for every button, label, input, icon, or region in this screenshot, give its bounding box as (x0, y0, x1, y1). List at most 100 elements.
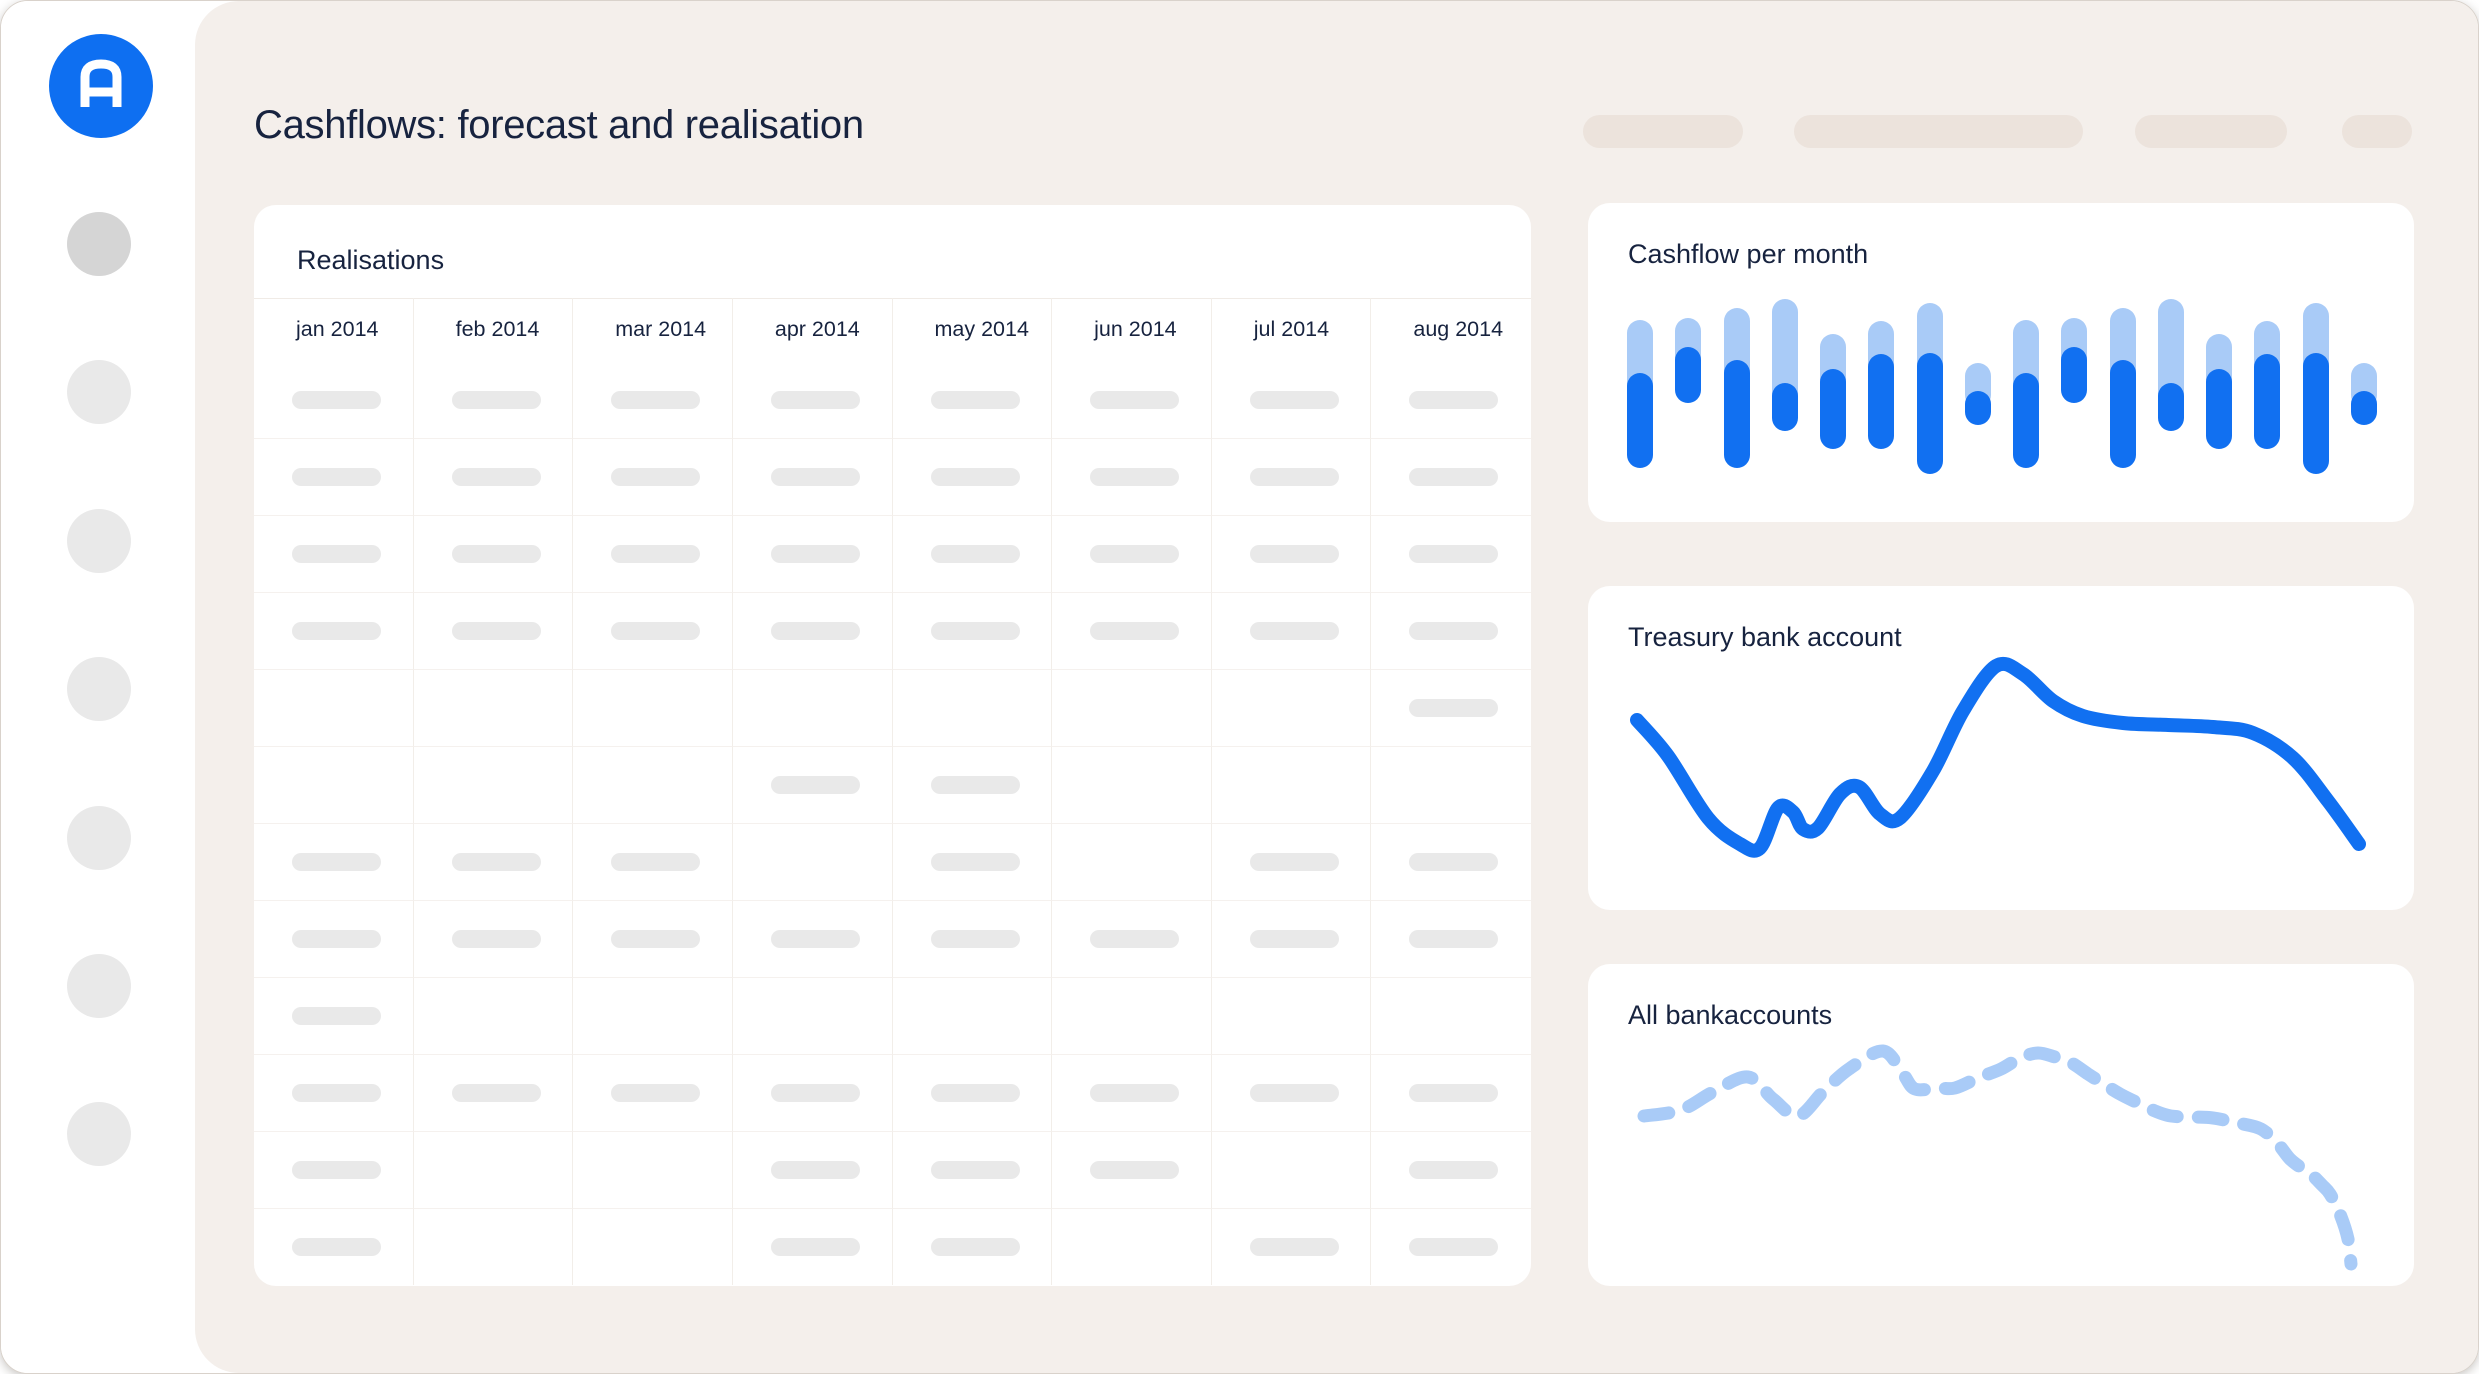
table-cell[interactable] (732, 515, 893, 592)
table-cell[interactable] (1211, 746, 1372, 823)
table-cell[interactable] (1371, 1208, 1531, 1285)
table-cell[interactable] (254, 438, 414, 515)
table-cell[interactable] (892, 592, 1053, 669)
table-cell[interactable] (254, 900, 414, 977)
table-cell[interactable] (732, 1131, 893, 1208)
table-cell[interactable] (732, 900, 893, 977)
toolbar-pill-4[interactable] (2342, 115, 2412, 148)
table-cell[interactable] (254, 977, 414, 1054)
table-cell[interactable] (732, 1054, 893, 1131)
table-cell[interactable] (1211, 823, 1372, 900)
table-cell[interactable] (1211, 669, 1372, 746)
sidebar-nav-item-3[interactable] (67, 508, 131, 573)
table-cell[interactable] (1052, 438, 1212, 515)
table-cell[interactable] (892, 515, 1053, 592)
app-logo[interactable] (49, 34, 153, 138)
table-cell[interactable] (1211, 1131, 1372, 1208)
table-cell[interactable] (413, 977, 574, 1054)
table-cell[interactable] (573, 1054, 733, 1131)
table-cell[interactable] (254, 592, 414, 669)
toolbar-pill-1[interactable] (1583, 115, 1743, 148)
table-cell[interactable] (732, 438, 893, 515)
table-cell[interactable] (1211, 515, 1372, 592)
table-cell[interactable] (892, 1131, 1053, 1208)
toolbar-pill-2[interactable] (1794, 115, 2083, 148)
table-cell[interactable] (413, 669, 574, 746)
table-cell[interactable] (892, 900, 1053, 977)
table-cell[interactable] (1052, 977, 1212, 1054)
table-cell[interactable] (1052, 592, 1212, 669)
table-cell[interactable] (892, 1054, 1053, 1131)
table-cell[interactable] (892, 746, 1053, 823)
table-cell[interactable] (254, 361, 414, 438)
table-cell[interactable] (573, 438, 733, 515)
table-cell[interactable] (1211, 977, 1372, 1054)
table-cell[interactable] (413, 438, 574, 515)
table-cell[interactable] (1371, 438, 1531, 515)
table-cell[interactable] (573, 977, 733, 1054)
table-cell[interactable] (733, 361, 893, 438)
table-cell[interactable] (1371, 823, 1531, 900)
sidebar-nav-item-7[interactable] (67, 1102, 131, 1167)
table-cell[interactable] (1371, 361, 1531, 438)
table-cell[interactable] (413, 592, 574, 669)
table-cell[interactable] (573, 1131, 733, 1208)
table-cell[interactable] (1052, 746, 1212, 823)
table-cell[interactable] (573, 515, 733, 592)
table-cell[interactable] (732, 592, 893, 669)
table-cell[interactable] (254, 1208, 414, 1285)
table-cell[interactable] (573, 900, 733, 977)
table-cell[interactable] (1052, 361, 1212, 438)
table-cell[interactable] (732, 977, 893, 1054)
table-cell[interactable] (732, 669, 893, 746)
table-cell[interactable] (254, 1131, 414, 1208)
table-cell[interactable] (573, 669, 733, 746)
toolbar-pill-3[interactable] (2135, 115, 2287, 148)
table-cell[interactable] (413, 515, 574, 592)
table-cell[interactable] (892, 669, 1053, 746)
table-cell[interactable] (573, 823, 733, 900)
table-cell[interactable] (413, 746, 574, 823)
table-cell[interactable] (893, 361, 1053, 438)
table-cell[interactable] (573, 361, 733, 438)
table-cell[interactable] (1052, 515, 1212, 592)
table-cell[interactable] (414, 361, 574, 438)
table-cell[interactable] (732, 823, 893, 900)
table-cell[interactable] (1371, 746, 1531, 823)
table-cell[interactable] (1371, 1131, 1531, 1208)
table-cell[interactable] (892, 438, 1053, 515)
table-cell[interactable] (1371, 977, 1531, 1054)
table-cell[interactable] (254, 515, 414, 592)
table-cell[interactable] (254, 823, 414, 900)
table-cell[interactable] (254, 669, 414, 746)
table-cell[interactable] (413, 823, 574, 900)
table-cell[interactable] (1371, 900, 1531, 977)
sidebar-nav-item-5[interactable] (67, 805, 131, 870)
table-cell[interactable] (1211, 438, 1372, 515)
table-cell[interactable] (892, 977, 1053, 1054)
table-cell[interactable] (1211, 1054, 1372, 1131)
table-cell[interactable] (413, 1131, 574, 1208)
table-cell[interactable] (1052, 1054, 1212, 1131)
table-cell[interactable] (1371, 669, 1531, 746)
table-cell[interactable] (413, 1208, 574, 1285)
table-cell[interactable] (1052, 669, 1212, 746)
sidebar-nav-item-6[interactable] (67, 954, 131, 1018)
table-cell[interactable] (892, 1208, 1053, 1285)
sidebar-nav-item-2[interactable] (67, 360, 131, 425)
table-cell[interactable] (573, 1208, 733, 1285)
table-cell[interactable] (732, 1208, 893, 1285)
table-cell[interactable] (1211, 1208, 1372, 1285)
table-cell[interactable] (1052, 1131, 1212, 1208)
table-cell[interactable] (1211, 592, 1372, 669)
table-cell[interactable] (413, 1054, 574, 1131)
table-cell[interactable] (1211, 900, 1372, 977)
table-cell[interactable] (1052, 823, 1212, 900)
table-cell[interactable] (1052, 1208, 1212, 1285)
table-cell[interactable] (892, 823, 1053, 900)
sidebar-nav-item-4[interactable] (67, 657, 131, 722)
table-cell[interactable] (573, 592, 733, 669)
table-cell[interactable] (573, 746, 733, 823)
sidebar-nav-item-1[interactable] (67, 212, 131, 276)
table-cell[interactable] (413, 900, 574, 977)
